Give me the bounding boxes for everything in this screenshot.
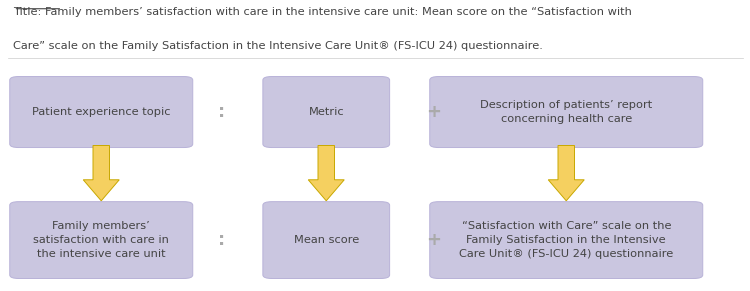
Polygon shape: [308, 146, 344, 201]
FancyBboxPatch shape: [262, 77, 390, 148]
Text: Title: Family members’ satisfaction with care in the intensive care unit: Mean s: Title: Family members’ satisfaction with…: [13, 7, 632, 17]
Text: Description of patients’ report
concerning health care: Description of patients’ report concerni…: [480, 100, 652, 124]
Text: Metric: Metric: [308, 107, 344, 117]
Text: Care” scale on the Family Satisfaction in the Intensive Care Unit® (FS-ICU 24) q: Care” scale on the Family Satisfaction i…: [13, 41, 543, 51]
FancyBboxPatch shape: [430, 202, 703, 278]
Text: :: :: [217, 103, 225, 121]
FancyBboxPatch shape: [430, 77, 703, 148]
FancyBboxPatch shape: [10, 202, 193, 278]
FancyBboxPatch shape: [10, 77, 193, 148]
Polygon shape: [83, 146, 119, 201]
FancyBboxPatch shape: [262, 202, 390, 278]
Text: :: :: [217, 231, 225, 249]
Text: +: +: [426, 231, 441, 249]
Polygon shape: [548, 146, 584, 201]
Text: Mean score: Mean score: [294, 235, 358, 245]
Text: “Satisfaction with Care” scale on the
Family Satisfaction in the Intensive
Care : “Satisfaction with Care” scale on the Fa…: [459, 221, 674, 259]
Text: Patient experience topic: Patient experience topic: [32, 107, 170, 117]
Text: Family members’
satisfaction with care in
the intensive care unit: Family members’ satisfaction with care i…: [33, 221, 170, 259]
Text: +: +: [426, 103, 441, 121]
